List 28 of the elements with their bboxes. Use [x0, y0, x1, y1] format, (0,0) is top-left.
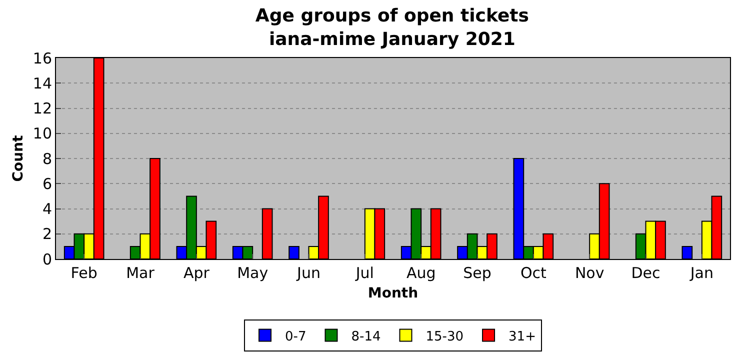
x-tick-label: Aug: [406, 264, 436, 282]
chart-title: Age groups of open tickets iana-mime January 2021: [255, 6, 529, 50]
y-tick-label: 6: [42, 174, 52, 193]
x-axis-title: Month: [368, 285, 418, 302]
legend-label: 15-30: [426, 329, 464, 344]
x-tick-label: Jun: [296, 264, 320, 282]
x-tick-label: May: [237, 264, 268, 282]
y-tick-label: 8: [42, 150, 52, 168]
x-tick-label: Oct: [520, 264, 547, 282]
x-tick-label: Jan: [689, 264, 714, 282]
x-tick-label: Mar: [126, 264, 156, 282]
y-tick-label: 16: [32, 49, 52, 68]
x-tick-label: Sep: [463, 264, 492, 282]
y-tick-label: 0: [42, 250, 52, 268]
x-tick-label: Jul: [354, 264, 374, 282]
x-tick-label: Feb: [70, 264, 98, 282]
legend-label: 31+: [508, 329, 536, 344]
y-tick-label: 14: [32, 74, 52, 92]
x-tick-label: Dec: [631, 264, 660, 282]
y-tick-label: 2: [42, 225, 52, 244]
y-tick-label: 12: [32, 100, 52, 118]
x-tick-label: Apr: [183, 264, 210, 282]
x-tick-label: Nov: [574, 264, 604, 282]
legend-label: 0-7: [285, 329, 306, 344]
legend-label: 8-14: [351, 329, 381, 344]
y-axis-title: Count: [10, 134, 27, 182]
y-tick-label: 4: [42, 200, 52, 218]
y-tick-label: 10: [32, 124, 52, 143]
